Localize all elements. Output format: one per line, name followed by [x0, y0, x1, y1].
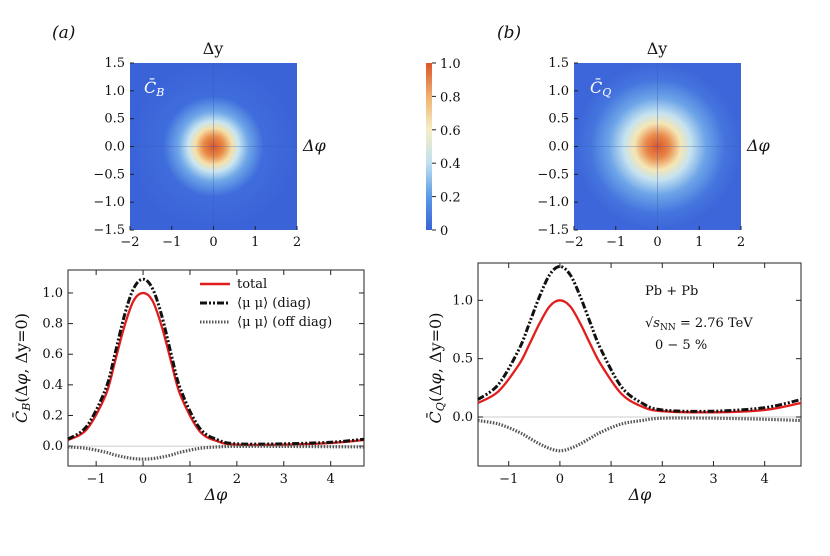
line-chart-a-xtick-label: 3: [280, 472, 288, 487]
line-chart-b-xtick-label: −1: [499, 472, 518, 487]
line-chart-a: −1 0 1 2 3 4 0.0 0.2 0.4 0.6 0.8 1.0 Δφ C̄B(Δφ, Δy=…: [10, 269, 365, 504]
heatmap-b-ytick-label: 0.5: [548, 112, 569, 127]
line-chart-b-ytick-label: 1.0: [452, 293, 473, 308]
line-chart-a-ytick-label: 0.6: [42, 347, 63, 362]
colorbar-tick-label: 0.4: [440, 157, 461, 172]
heatmap-b-xtick-label: 0: [653, 235, 661, 250]
line-chart-b-xlabel: Δφ: [628, 485, 653, 504]
panel-label-b: (b): [497, 23, 521, 43]
line-chart-b-ytick-label: 0.5: [452, 352, 473, 367]
heatmap-b-xtick-label: −1: [606, 235, 625, 250]
legend-a: total ⟨μ μ⟩ (diag) ⟨μ μ⟩ (off diag): [200, 277, 332, 330]
line-chart-b-xtick-label: 3: [709, 472, 717, 487]
heatmap-a: C̄B Δy Δφ 1.5 1.0 0.5 0.0 −0.5 −1.0 −1.5 −2 −1 0…: [93, 39, 326, 250]
colorbar-tick-label: 1.0: [440, 57, 461, 72]
panel-label-a: (a): [52, 23, 75, 43]
colorbar-gradient: [426, 63, 432, 230]
heatmap-b-ytick-label: 1.0: [548, 84, 569, 99]
line-chart-a-xtick-label: 1: [186, 472, 194, 487]
line-chart-a-xtick-label: −1: [87, 472, 106, 487]
heatmap-a-xtick-label: −1: [162, 235, 181, 250]
line-chart-a-ytick-label: 1.0: [42, 286, 63, 301]
annotation-energy: √sNN = 2.76 TeV: [645, 316, 753, 333]
heatmap-b: C̄Q Δy Δφ 1.5 1.0 0.5 0.0 −0.5 −1.0 −1.5 −2 −1 0…: [537, 39, 770, 250]
line-chart-a-series-offdiag: [67, 444, 365, 461]
line-chart-b-series-offdiag: [477, 416, 802, 453]
heatmap-a-ylabel: Δφ: [302, 136, 327, 155]
line-chart-b-xtick-label: 4: [761, 472, 769, 487]
colorbar-tick-label: 0: [440, 224, 448, 239]
heatmap-a-xlabel: Δy: [203, 39, 224, 58]
heatmap-b-xtick-label: −2: [564, 235, 583, 250]
heatmap-b-title: C̄Q: [590, 76, 611, 99]
line-chart-a-series-diag: [67, 277, 365, 446]
heatmap-b-xlabel: Δy: [647, 39, 668, 58]
heatmap-a-ytick-label: −1.0: [93, 195, 125, 210]
heatmap-b-ytick-label: 0.0: [548, 140, 569, 155]
heatmap-b-ylabel: Δφ: [746, 136, 771, 155]
line-chart-b-series-diag: [477, 264, 802, 413]
colorbar: 1.0 0.8 0.6 0.4 0.2 0: [426, 57, 461, 239]
heatmap-a-xtick-label: 0: [209, 235, 217, 250]
line-chart-a-ylabel: C̄B(Δφ, Δy=0): [10, 313, 33, 423]
heatmap-a-xtick-label: 1: [251, 235, 259, 250]
line-chart-a-xtick-label: 2: [233, 472, 241, 487]
line-chart-b-ytick-label: 0.0: [452, 410, 473, 425]
heatmap-b-ytick-label: −1.0: [537, 195, 569, 210]
line-chart-a-frame: [67, 269, 365, 467]
colorbar-tick-label: 0.8: [440, 90, 461, 105]
heatmap-b-ytick-label: −1.5: [537, 223, 569, 238]
annotation-centrality: 0 − 5 %: [655, 338, 707, 353]
line-chart-b-xtick-label: 0: [556, 472, 564, 487]
annotation-system: Pb + Pb: [645, 284, 698, 299]
colorbar-tick-label: 0.6: [440, 124, 461, 139]
heatmap-a-ytick-label: 1.5: [104, 56, 125, 71]
line-chart-b-frame: [477, 262, 802, 467]
line-chart-a-ytick-label: 0.4: [42, 378, 63, 393]
heatmap-a-ytick-label: 1.0: [104, 84, 125, 99]
line-chart-a-xlabel: Δφ: [204, 485, 229, 504]
heatmap-a-ytick-label: −0.5: [93, 167, 125, 182]
line-chart-a-ytick-label: 0.8: [42, 317, 63, 332]
line-chart-a-xtick-label: 4: [327, 472, 335, 487]
legend-total-label: total: [237, 277, 267, 292]
heatmap-b-ytick-label: −0.5: [537, 167, 569, 182]
heatmap-a-ytick-label: −1.5: [93, 223, 125, 238]
annotations-b: Pb + Pb √sNN = 2.76 TeV 0 − 5 %: [645, 284, 753, 353]
line-chart-a-xtick-label: 0: [139, 472, 147, 487]
line-chart-b-xtick-label: 2: [658, 472, 666, 487]
heatmap-b-ytick-label: 1.5: [548, 56, 569, 71]
heatmap-a-ytick-label: 0.5: [104, 112, 125, 127]
line-chart-b: −1 0 1 2 3 4 0.0 0.5 1.0 Δφ C̄Q(Δφ, Δy=0) Pb + P…: [424, 262, 802, 504]
heatmap-a-xtick-label: 2: [293, 235, 301, 250]
legend-offdiag-label: ⟨μ μ⟩ (off diag): [237, 315, 332, 330]
legend-diag-label: ⟨μ μ⟩ (diag): [237, 296, 311, 311]
heatmap-b-xtick-label: 1: [695, 235, 703, 250]
heatmap-a-ytick-label: 0.0: [104, 140, 125, 155]
colorbar-tick-label: 0.2: [440, 191, 461, 206]
line-chart-b-xtick-label: 1: [607, 472, 615, 487]
line-chart-a-ytick-label: 0.0: [42, 439, 63, 454]
line-chart-b-ylabel: C̄Q(Δφ, Δy=0): [424, 313, 447, 424]
heatmap-b-xtick-label: 2: [737, 235, 745, 250]
heatmap-a-xtick-label: −2: [120, 235, 139, 250]
heatmap-a-title: C̄B: [144, 76, 164, 99]
line-chart-a-ytick-label: 0.2: [42, 408, 63, 423]
